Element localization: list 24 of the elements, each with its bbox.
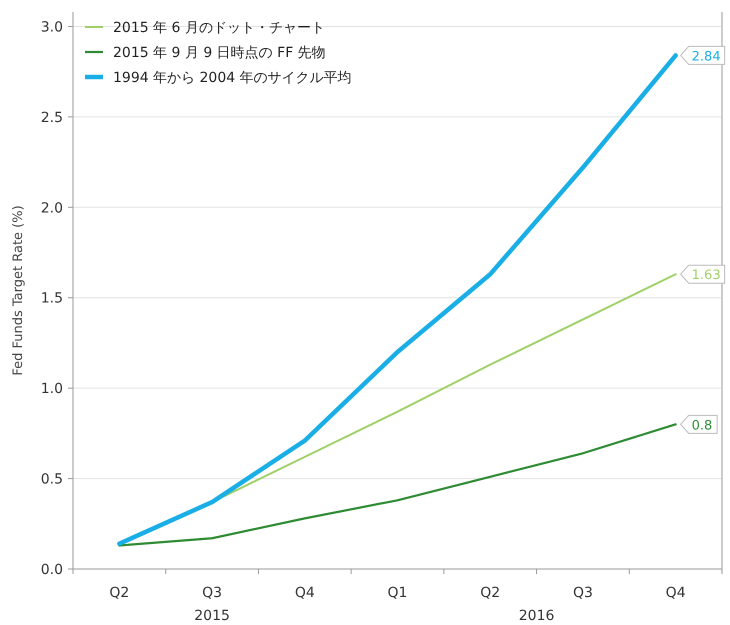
y-tick-label: 2.0 [40,200,63,216]
text: 2016 [518,608,554,624]
x-tick-label: Q1 [388,585,408,601]
legend-label: 2015 年 6 月のドット・チャート [113,20,325,36]
data-label: 0.8 [692,418,712,434]
y-tick-label: 0.0 [40,562,63,578]
y-tick-label: 3.0 [40,19,63,36]
data-label: 2.84 [692,49,721,64]
x-tick-label: Q3 [202,585,222,601]
legend-label: 2015 年 9 月 9 日時点の FF 先物 [113,45,326,61]
x-tick-label: Q2 [480,585,500,601]
y-tick-label: 0.5 [40,472,63,488]
line-series [118,423,677,547]
y-tick-label: 1.5 [40,290,63,307]
x-tick-label: Q4 [294,585,315,601]
text: 2015 [194,608,230,624]
data-label: 1.63 [692,268,721,284]
x-tick-label: Q4 [666,585,686,601]
legend-label: 1994 年から 2004 年のサイクル平均 [113,70,352,86]
x-tick-label: Q3 [572,585,593,601]
y-tick-label: 1.0 [40,381,63,398]
x-tick-label: Q2 [109,585,130,601]
y-tick-label: 2.5 [40,110,63,126]
y-axis-title: Fed Funds Target Rate (%) [11,205,26,376]
